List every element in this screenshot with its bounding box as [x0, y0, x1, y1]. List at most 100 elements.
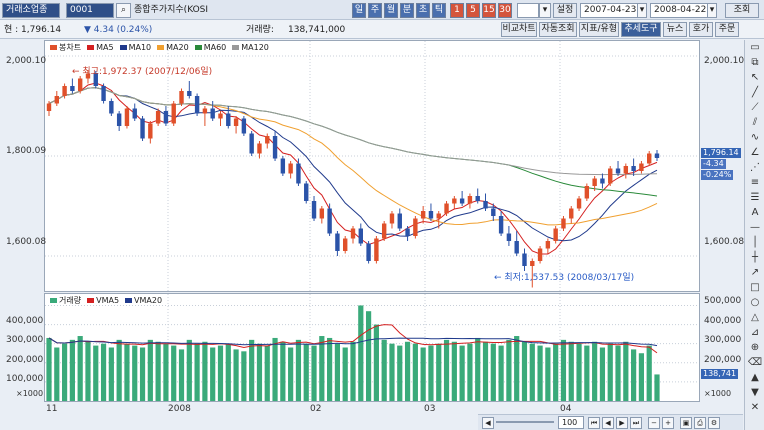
- candle-body: [116, 113, 122, 126]
- volume-bar: [412, 343, 418, 401]
- candle-body: [350, 228, 356, 239]
- chevron-down-icon[interactable]: ▾: [539, 3, 551, 18]
- prev-icon[interactable]: ◀: [602, 417, 614, 429]
- volume-axis-label-left: 200,000: [6, 355, 44, 365]
- zoom-slider[interactable]: [496, 421, 554, 423]
- last-change-tag: -4.34: [701, 159, 726, 169]
- candle-body: [647, 153, 652, 164]
- settings-icon[interactable]: ⚙: [708, 417, 720, 429]
- next-icon[interactable]: ▶: [616, 417, 628, 429]
- measure-icon[interactable]: ⊿: [750, 327, 760, 338]
- zoom-icon[interactable]: ⊕: [750, 342, 760, 353]
- interval-button[interactable]: 1: [450, 3, 464, 18]
- price-chart-pane[interactable]: [44, 40, 700, 292]
- price-axis-label-left: 2,000.10: [6, 56, 47, 66]
- interval-input[interactable]: [517, 3, 539, 18]
- tab-3[interactable]: 추세도구: [621, 22, 661, 37]
- setting-button[interactable]: 설정: [553, 3, 577, 18]
- calendar-dropdown-icon[interactable]: ▾: [707, 3, 717, 18]
- period-button[interactable]: 월: [384, 3, 398, 18]
- arrow-icon[interactable]: ↗: [750, 267, 760, 278]
- volume-bar: [459, 345, 465, 401]
- rectangle-icon[interactable]: □: [750, 282, 760, 293]
- candle-body: [381, 223, 387, 239]
- tab-2[interactable]: 지표/유형: [579, 22, 619, 37]
- line-tool-icon[interactable]: ╱: [751, 87, 759, 98]
- zoom-out-icon[interactable]: −: [648, 417, 660, 429]
- cross-icon[interactable]: ┼: [751, 252, 759, 263]
- eraser-icon[interactable]: ⌫: [747, 357, 763, 368]
- volume-chart-pane[interactable]: [44, 293, 700, 402]
- vertical-line-icon[interactable]: │: [751, 237, 759, 248]
- angle-icon[interactable]: ∠: [750, 147, 760, 158]
- volume-bar: [311, 345, 317, 401]
- date-to-input[interactable]: 2008-04-22: [650, 3, 708, 18]
- tab-4[interactable]: 뉴스: [663, 22, 687, 37]
- interval-button[interactable]: 15: [482, 3, 496, 18]
- tab-0[interactable]: 비교차트: [501, 22, 537, 37]
- last-volume-tag: 138,741: [701, 369, 739, 379]
- code-input[interactable]: 0001: [66, 3, 114, 18]
- tab-6[interactable]: 주문: [715, 22, 739, 37]
- price-legend-item: MA60: [194, 43, 226, 53]
- search-icon[interactable]: ⌕: [116, 3, 131, 18]
- window-icon[interactable]: ▭: [750, 42, 760, 53]
- delete-icon[interactable]: ✕: [750, 402, 760, 413]
- volume-bar: [638, 353, 645, 401]
- period-button[interactable]: 분: [400, 3, 414, 18]
- volume-bar: [93, 345, 99, 401]
- volume-bar: [85, 341, 91, 401]
- horizontal-line-icon[interactable]: —: [750, 222, 760, 233]
- fan-icon[interactable]: ⋰: [750, 162, 760, 173]
- period-button[interactable]: 주: [368, 3, 382, 18]
- tab-1[interactable]: 자동조회: [539, 22, 577, 37]
- interval-button[interactable]: 30: [498, 3, 512, 18]
- scroll-left-icon[interactable]: ◀: [482, 417, 494, 429]
- zoom-in-icon[interactable]: +: [662, 417, 674, 429]
- trend-line-icon[interactable]: ⟋: [751, 102, 759, 113]
- volume-bar: [592, 341, 598, 401]
- scroll-down-icon[interactable]: ▼: [751, 387, 759, 398]
- period-button[interactable]: 일: [352, 3, 366, 18]
- candle-body: [194, 96, 200, 114]
- candle-body: [335, 233, 340, 251]
- cursor-icon[interactable]: ↖: [750, 72, 760, 83]
- market-select[interactable]: 거래소업종: [2, 3, 60, 18]
- volume-bar: [163, 343, 169, 401]
- candle-body: [475, 196, 480, 201]
- wave-icon[interactable]: ∿: [750, 132, 760, 143]
- tab-5[interactable]: 호가: [689, 22, 713, 37]
- zoom-input[interactable]: 100: [558, 416, 584, 429]
- volume-bar: [280, 341, 286, 401]
- volume-bar: [568, 341, 574, 401]
- text-tool-icon[interactable]: A: [751, 207, 759, 218]
- query-button[interactable]: 조회: [725, 3, 759, 18]
- print-icon[interactable]: ⎙: [694, 417, 706, 429]
- scroll-up-icon[interactable]: ▲: [751, 372, 759, 383]
- candle-body: [93, 73, 98, 86]
- price-axis-label-left: 1,600.08: [6, 237, 47, 247]
- calendar-dropdown-icon[interactable]: ▾: [637, 3, 647, 18]
- channel-icon[interactable]: ⫽: [752, 117, 758, 128]
- fibonacci-icon[interactable]: ≡: [750, 177, 760, 188]
- period-button[interactable]: 틱: [432, 3, 446, 18]
- candle-body: [319, 208, 325, 219]
- period-button[interactable]: 초: [416, 3, 430, 18]
- last-pct-tag: -0.24%: [701, 170, 734, 180]
- circle-icon[interactable]: ○: [750, 297, 760, 308]
- pattern-icon[interactable]: ☰: [750, 192, 760, 203]
- interval-button[interactable]: 5: [466, 3, 480, 18]
- date-from-input[interactable]: 2007-04-23: [580, 3, 638, 18]
- candle-body: [553, 228, 558, 241]
- volume-bar: [319, 336, 325, 401]
- layout-icon[interactable]: ⧉: [751, 57, 759, 68]
- candle-body: [420, 211, 426, 219]
- first-page-icon[interactable]: ⏮: [588, 417, 600, 429]
- volume-bar: [303, 343, 309, 401]
- candle-body: [623, 166, 629, 174]
- view-toggle-icon[interactable]: ▣: [680, 417, 692, 429]
- last-page-icon[interactable]: ⏭: [630, 417, 642, 429]
- triangle-icon[interactable]: △: [751, 312, 759, 323]
- volume-bar: [194, 343, 200, 401]
- volume-bar: [506, 339, 512, 401]
